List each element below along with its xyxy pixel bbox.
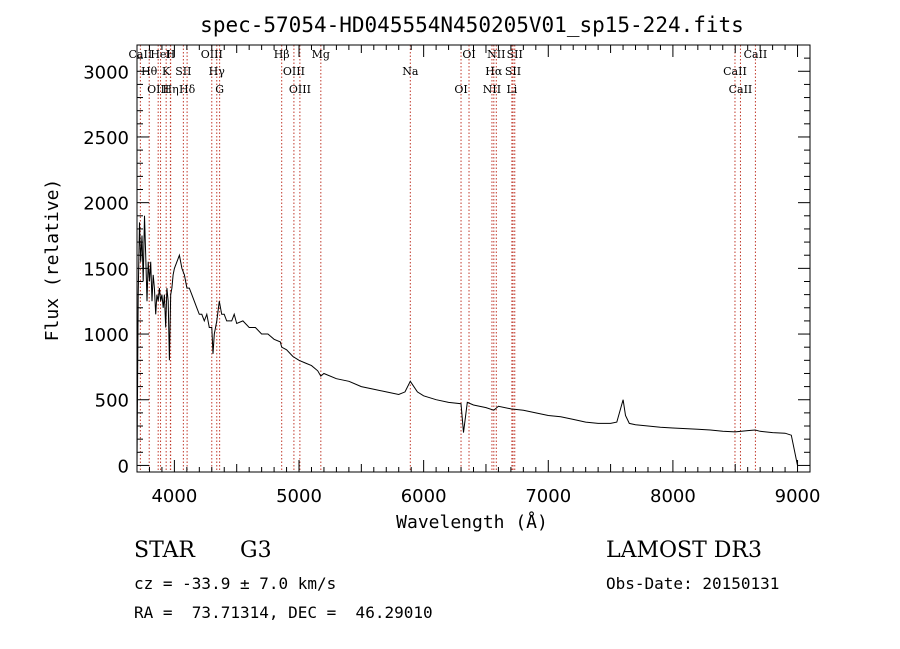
spectrum-line (136, 215, 798, 466)
line-marker-label-0: CaII (129, 48, 153, 61)
line-marker-label-20: NII (483, 83, 501, 96)
x-tick-label: 6000 (401, 486, 447, 507)
y-tick-label: 2000 (83, 194, 129, 215)
line-marker-label-11: G (215, 83, 224, 96)
y-tick-label: 3000 (83, 62, 129, 83)
line-marker-label-25: CaII (723, 65, 747, 78)
line-marker-label-2: OIII (147, 83, 169, 96)
subclass: G3 (240, 538, 272, 563)
line-marker-label-22: SII (505, 65, 521, 78)
y-axis-label: Flux (relative) (42, 179, 63, 342)
line-marker-label-23: Li (506, 83, 517, 96)
emission-line-labels: CaII Hθ OIII HeI K Hη H SII Hδ OIII Hγ G Hβ OIII OIII M… (129, 48, 768, 96)
line-marker-label-16: Na (402, 65, 419, 78)
plot-frame (136, 44, 811, 473)
y-tick-label: 500 (95, 391, 129, 412)
line-marker-label-10: Hγ (209, 65, 226, 78)
object-type: STAR (134, 538, 195, 563)
chart-title: spec-57054-HD045554N450205V01_sp15-224.f… (200, 13, 744, 37)
x-tick-label: 7000 (525, 486, 571, 507)
line-marker-label-18: OI (462, 48, 475, 61)
y-tick-label: 0 (118, 456, 129, 477)
y-tick-label: 2500 (83, 128, 129, 149)
line-marker-label-24: SII (507, 48, 523, 61)
coordinates: RA = 73.71314, DEC = 46.29010 (134, 603, 433, 622)
line-marker-label-1: Hθ (141, 65, 158, 78)
line-marker-label-8: Hδ (179, 83, 196, 96)
line-marker-label-17: OI (454, 83, 467, 96)
obs-date: Obs-Date: 20150131 (606, 574, 780, 593)
survey-name: LAMOST DR3 (606, 538, 762, 563)
line-marker-label-12: Hβ (274, 48, 290, 61)
x-axis-label: Wavelength (Å) (396, 511, 548, 533)
line-marker-label-14: OIII (289, 83, 311, 96)
x-tick-label: 5000 (276, 486, 322, 507)
y-axis-ticks: 0 500 1000 1500 2000 2500 3000 (83, 44, 810, 477)
line-marker-label-7: SII (175, 65, 191, 78)
line-marker-label-13: OIII (283, 65, 305, 78)
emission-line-markers (139, 45, 756, 472)
x-tick-label: 4000 (151, 486, 197, 507)
line-marker-label-6: H (166, 48, 176, 61)
line-marker-label-9: OIII (201, 48, 223, 61)
x-tick-label: 8000 (650, 486, 696, 507)
y-tick-label: 1000 (83, 325, 129, 346)
line-marker-label-21: NII (487, 48, 505, 61)
line-marker-label-3: HeI (150, 48, 170, 61)
line-marker-label-19: Hα (485, 65, 503, 78)
line-marker-label-15: Mg (312, 48, 330, 61)
x-axis-ticks: 4000 5000 6000 7000 8000 9000 (136, 45, 821, 507)
line-marker-label-26: CaII (729, 83, 753, 96)
line-marker-label-27: CaII (744, 48, 768, 61)
y-tick-label: 1500 (83, 259, 129, 280)
x-tick-label: 9000 (775, 486, 821, 507)
line-marker-label-4: K (162, 65, 171, 78)
line-marker-label-5: Hη (163, 83, 179, 96)
redshift-text: cz = -33.9 ± 7.0 km/s (134, 574, 337, 593)
